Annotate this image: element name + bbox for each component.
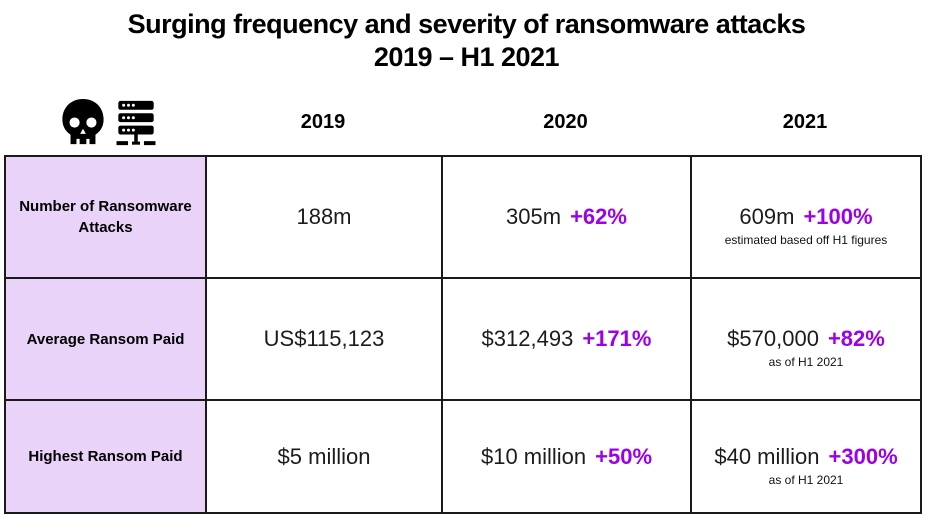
cell-attacks-2020: 305m +62% [441, 155, 692, 279]
cell-highest-2020: $10 million +50% [441, 399, 692, 514]
value-text: $40 million [714, 443, 820, 469]
skull-icon [60, 98, 106, 148]
cell-subtext: as of H1 2021 [768, 472, 844, 487]
table-row-highest-ransom: Highest Ransom Paid $5 million $10 milli… [4, 399, 922, 514]
pct-change: +62% [570, 204, 627, 229]
cell-average-2021: $570,000 +82% as of H1 2021 [690, 277, 922, 401]
row-label-number-of-attacks: Number of Ransomware Attacks [4, 155, 207, 279]
cell-average-2019: US$115,123 [205, 277, 443, 401]
cell-subtext: as of H1 2021 [768, 355, 844, 369]
value-text: $570,000 [727, 326, 819, 351]
pct-change: +100% [803, 204, 873, 229]
cell-attacks-2021: 609m +100% estimated based off H1 figures [690, 155, 922, 279]
table-row-average-ransom: Average Ransom Paid US$115,123 $312,493 +… [4, 277, 922, 401]
title-line-1: Surging frequency and severity of ransom… [127, 9, 806, 39]
pct-change: +50% [595, 443, 653, 469]
value-text: 609m [739, 204, 795, 229]
value-text: 188m [296, 204, 352, 229]
stats-table: Number of Ransomware Attacks 188m 305m +6… [4, 155, 922, 514]
page-title: Surging frequency and severity of ransom… [0, 8, 933, 74]
row-label-average-ransom: Average Ransom Paid [4, 277, 207, 401]
title-line-2: 2019 – H1 2021 [373, 42, 560, 72]
value-text: US$115,123 [263, 326, 385, 351]
cell-average-2020: $312,493 +171% [441, 277, 692, 401]
value-text: 305m [506, 204, 562, 229]
pct-change: +171% [582, 326, 652, 351]
cell-attacks-2019: 188m [205, 155, 443, 279]
value-text: $312,493 [481, 326, 574, 351]
cell-highest-2019: $5 million [205, 399, 443, 514]
pct-change: +300% [828, 443, 898, 469]
column-header-2020: 2020 [543, 111, 588, 133]
header-icons [60, 98, 156, 148]
value-text: $5 million [277, 443, 371, 469]
pct-change: +82% [827, 326, 885, 351]
column-header-2019: 2019 [300, 111, 346, 133]
row-label-highest-ransom: Highest Ransom Paid [4, 399, 207, 514]
column-header-2021: 2021 [782, 111, 828, 133]
cell-subtext: estimated based off H1 figures [724, 233, 888, 247]
cell-highest-2021: $40 million +300% as of H1 2021 [690, 399, 922, 514]
server-rack-icon [116, 100, 156, 146]
table-row-number-of-attacks: Number of Ransomware Attacks 188m 305m +6… [4, 155, 922, 279]
value-text: $10 million [480, 443, 587, 469]
